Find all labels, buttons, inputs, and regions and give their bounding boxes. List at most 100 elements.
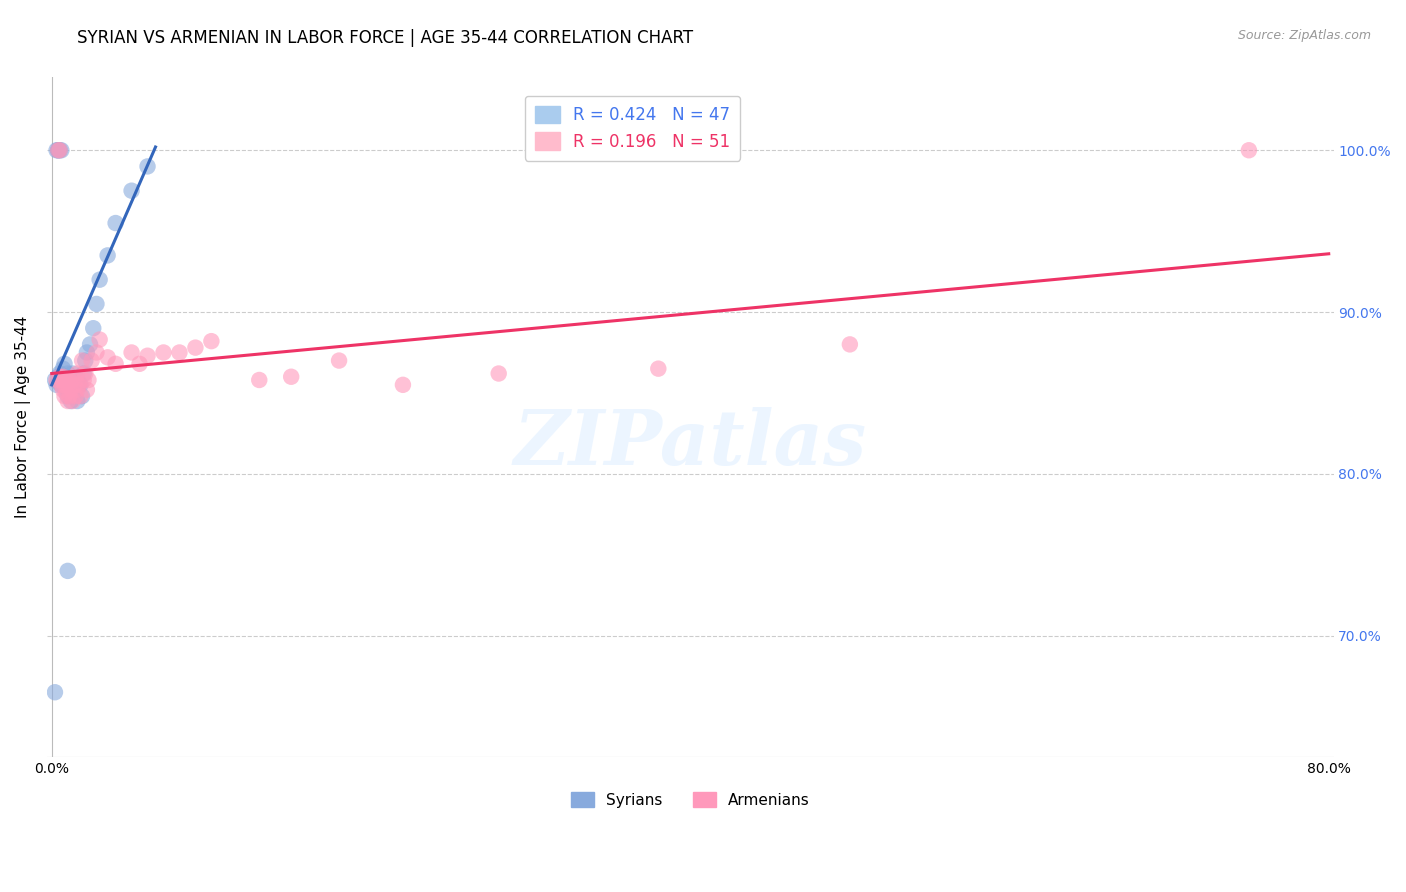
Point [65,389,87,403]
Point [169,345,191,359]
Point [86,345,108,359]
Point [69,377,91,392]
Point [97,248,120,262]
Point [136,349,159,363]
Point [51,143,73,157]
Point [53,357,76,371]
Point [121,345,143,359]
Point [97,351,120,365]
Point [55,373,77,387]
Point [647,361,669,376]
Point [62,394,84,409]
Point [328,353,350,368]
Point [58,389,80,403]
Point [45,373,67,387]
Point [89,333,111,347]
Point [62,367,84,381]
Point [75,367,97,381]
Point [70,389,93,403]
Point [76,383,98,397]
Point [51,377,73,392]
Point [56,394,79,409]
Point [67,377,90,392]
Point [45,143,67,157]
Text: Source: ZipAtlas.com: Source: ZipAtlas.com [1237,29,1371,43]
Legend: Syrians, Armenians: Syrians, Armenians [565,786,815,814]
Text: SYRIAN VS ARMENIAN IN LABOR FORCE | AGE 35-44 CORRELATION CHART: SYRIAN VS ARMENIAN IN LABOR FORCE | AGE … [77,29,693,47]
Point [75,353,97,368]
Point [59,394,82,409]
Point [53,377,76,392]
Point [46,143,69,157]
Point [70,353,93,368]
Point [65,373,87,387]
Point [247,373,270,387]
Point [46,369,69,384]
Point [69,389,91,403]
Point [1237,143,1260,157]
Point [59,377,82,392]
Point [77,373,100,387]
Point [58,373,80,387]
Point [82,321,104,335]
Point [53,389,76,403]
Point [73,367,96,381]
Point [48,369,70,384]
Point [48,143,70,157]
Point [184,341,207,355]
Point [48,376,70,391]
Point [121,184,143,198]
Point [55,375,77,389]
Point [55,386,77,401]
Point [128,357,150,371]
Point [48,367,70,381]
Point [79,337,101,351]
Point [44,373,66,387]
Point [53,377,76,392]
Point [58,373,80,387]
Point [63,377,86,392]
Point [51,373,73,387]
Text: ZIPatlas: ZIPatlas [513,408,868,482]
Point [136,160,159,174]
Point [152,345,174,359]
Point [86,297,108,311]
Point [76,345,98,359]
Point [66,394,89,409]
Point [838,337,860,351]
Point [104,357,127,371]
Point [46,143,69,157]
Point [62,373,84,387]
Point [56,377,79,392]
Point [51,377,73,392]
Point [56,564,79,578]
Point [44,685,66,699]
Point [67,377,90,392]
Point [66,373,89,387]
Point [51,369,73,384]
Point [73,373,96,387]
Point [45,377,67,392]
Point [80,353,103,368]
Point [56,377,79,392]
Point [56,389,79,403]
Point [104,216,127,230]
Point [52,369,75,384]
Point [89,273,111,287]
Point [392,377,415,392]
Y-axis label: In Labor Force | Age 35-44: In Labor Force | Age 35-44 [15,316,31,518]
Point [52,361,75,376]
Point [59,383,82,397]
Point [46,143,69,157]
Point [63,377,86,392]
Point [48,143,70,157]
Point [55,383,77,397]
Point [66,367,89,381]
Point [200,334,222,348]
Point [65,373,87,387]
Point [66,383,89,397]
Point [280,369,302,384]
Point [52,383,75,397]
Point [52,373,75,387]
Point [58,386,80,401]
